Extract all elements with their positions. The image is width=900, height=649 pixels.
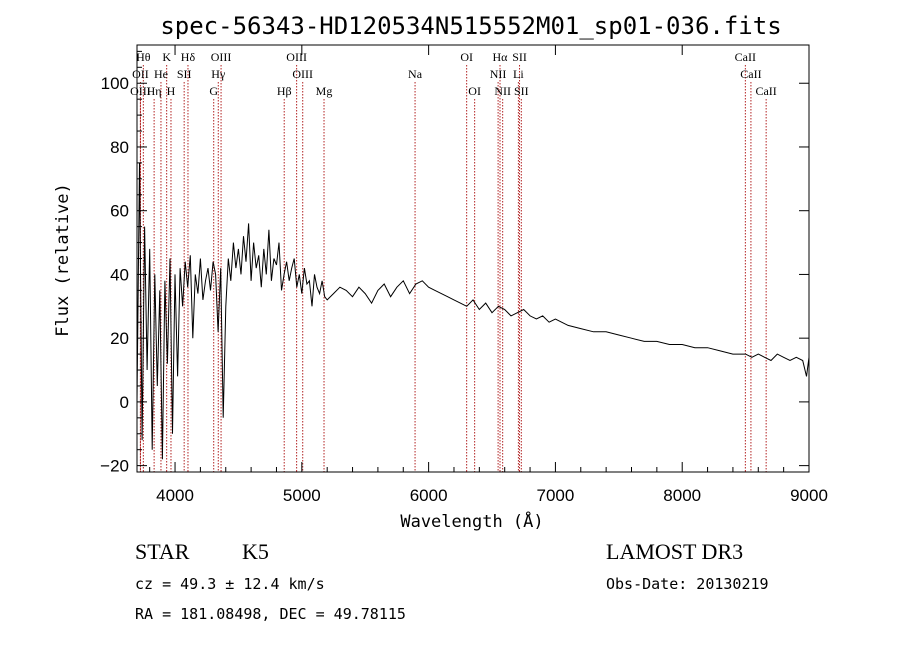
x-tick-label-2: 6000 — [410, 486, 448, 505]
y-axis-ticks: −20 0 20 40 60 80 100 — [100, 50, 809, 476]
plot-frame — [136, 44, 810, 473]
x-tick-label-3: 7000 — [537, 486, 575, 505]
line-label-8: Hδ — [181, 50, 196, 64]
line-label-12: OIII — [286, 50, 307, 64]
y-tick-label-6: 100 — [101, 74, 129, 93]
line-label-7: H — [167, 84, 176, 98]
line-label-26: CaII — [740, 67, 761, 81]
redshift-cz: cz = 49.3 ± 12.4 km/s — [135, 575, 325, 593]
observation-date: Obs-Date: 20130219 — [606, 575, 769, 593]
line-label-3: K — [162, 50, 171, 64]
line-label-15: Mg — [316, 84, 333, 98]
coordinates: RA = 181.08498, DEC = 49.78115 — [135, 605, 406, 623]
y-tick-label-1: 0 — [120, 393, 129, 412]
line-label-0: Hθ — [136, 50, 151, 64]
line-label-5: Hη — [147, 84, 162, 98]
object-subclass: K5 — [242, 539, 269, 564]
line-label-20: SII — [512, 50, 527, 64]
x-axis-ticks: 4000 5000 6000 7000 8000 9000 — [149, 45, 828, 505]
line-label-27: CaII — [755, 84, 776, 98]
line-label-9: OIII — [211, 50, 232, 64]
y-tick-label-4: 60 — [110, 202, 129, 221]
y-tick-label-5: 80 — [110, 138, 129, 157]
x-tick-label-0: 4000 — [156, 486, 194, 505]
line-label-19: Hα — [493, 50, 509, 64]
line-label-10: Hγ — [211, 67, 226, 81]
y-tick-label-2: 20 — [110, 329, 129, 348]
y-tick-label-0: −20 — [100, 457, 129, 476]
line-label-13: OIII — [292, 67, 313, 81]
line-label-11: G — [209, 84, 218, 98]
line-label-21: NII — [490, 67, 507, 81]
line-label-22: Li — [513, 67, 524, 81]
line-label-6: SII — [177, 67, 192, 81]
line-label-18: OI — [468, 84, 481, 98]
y-tick-label-3: 40 — [110, 265, 129, 284]
line-label-17: OI — [460, 50, 473, 64]
y-axis-label: Flux (relative) — [53, 183, 73, 337]
line-label-16: Na — [408, 67, 423, 81]
x-tick-label-1: 5000 — [283, 486, 321, 505]
line-label-24: SII — [514, 84, 529, 98]
x-tick-label-5: 9000 — [790, 486, 828, 505]
line-label-25: CaII — [735, 50, 756, 64]
line-label-14: Hβ — [277, 84, 292, 98]
line-label-4: He — [154, 67, 168, 81]
flux-series-line — [136, 162, 810, 460]
line-label-1: OII — [132, 67, 149, 81]
x-axis-label: Wavelength (Å) — [400, 510, 543, 532]
survey-name: LAMOST DR3 — [606, 539, 743, 564]
line-label-23: NII — [494, 84, 511, 98]
chart-title: spec-56343-HD120534N515552M01_sp01-036.f… — [160, 12, 781, 40]
x-tick-label-4: 8000 — [663, 486, 701, 505]
line-label-2: OIII — [130, 84, 151, 98]
object-class: STAR — [135, 539, 190, 564]
